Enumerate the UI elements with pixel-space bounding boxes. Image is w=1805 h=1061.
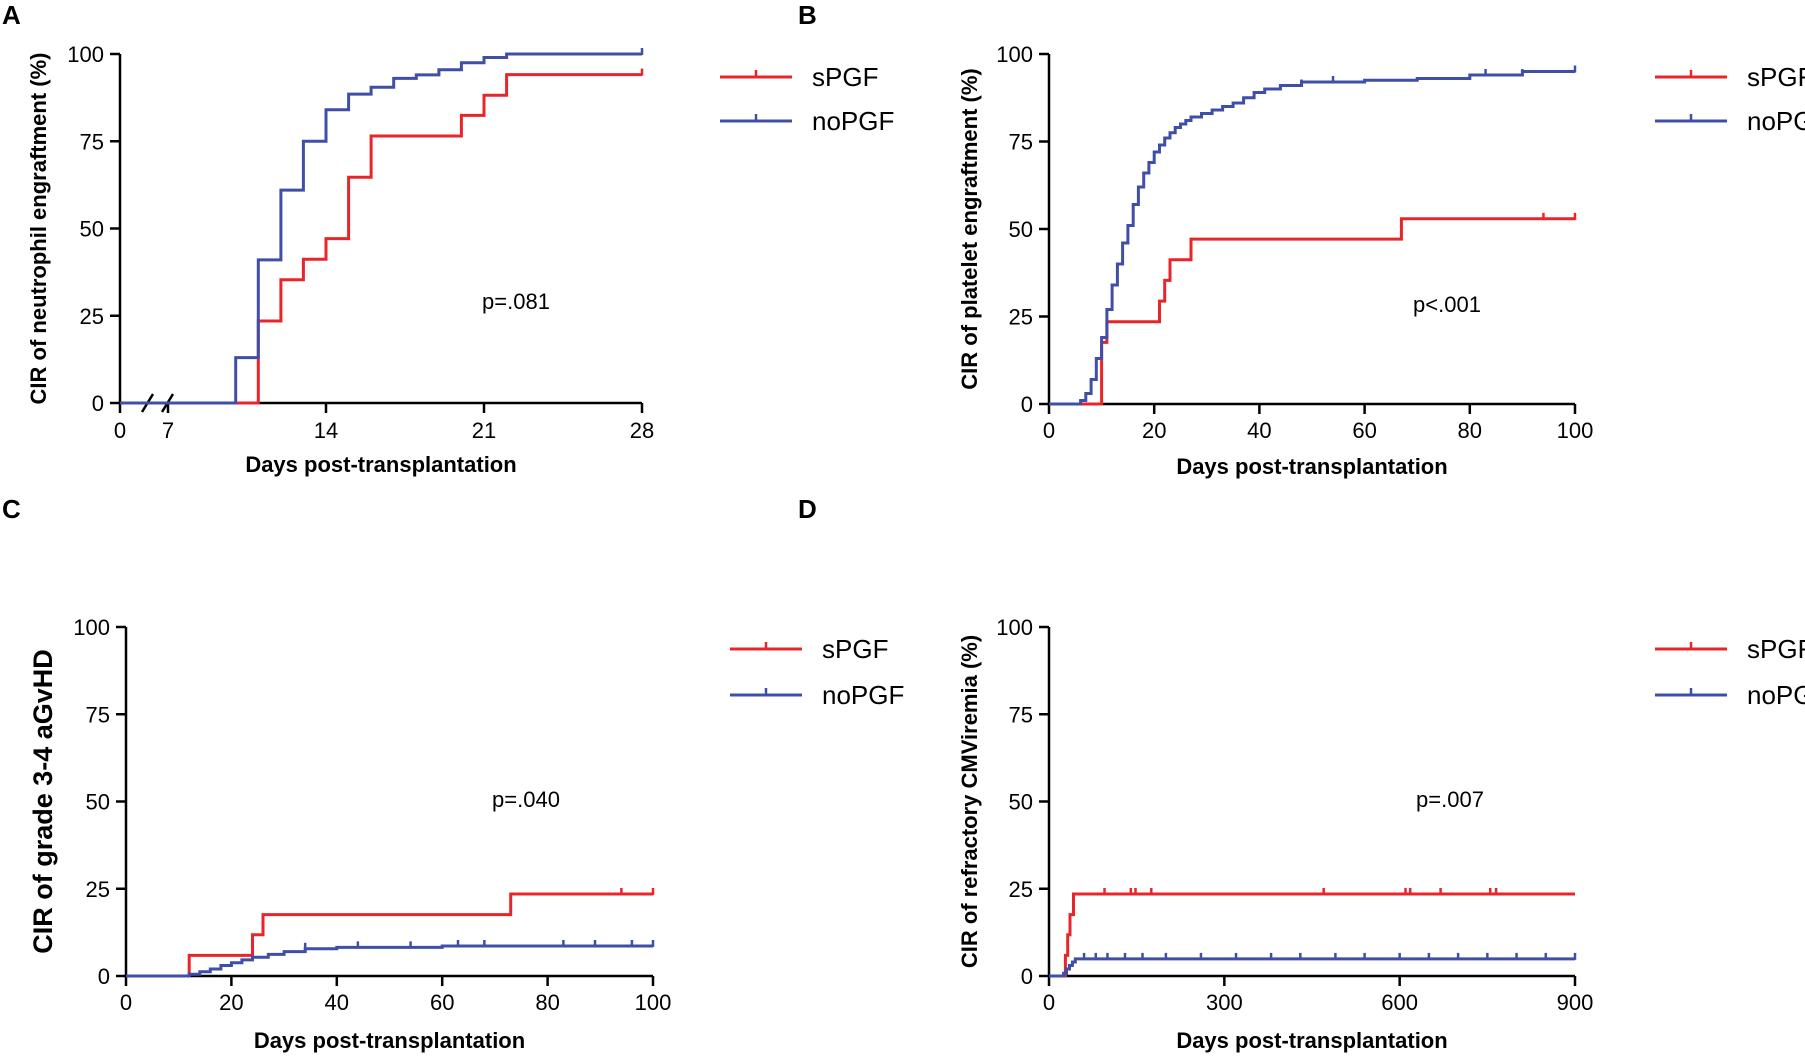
p-value-label: p=.007 <box>1416 787 1484 812</box>
series-line-spgf <box>1049 892 1575 978</box>
x-tick-label: 40 <box>1247 418 1271 443</box>
x-tick-label: 100 <box>635 990 672 1015</box>
legend-label-nopgf: noPGF <box>812 106 894 136</box>
y-tick-label: 25 <box>1009 305 1033 330</box>
series-line-spgf <box>126 892 653 978</box>
legend-label-spgf: sPGF <box>1747 634 1805 664</box>
y-tick-label: 25 <box>86 877 110 902</box>
series-line-spgf <box>1049 217 1575 406</box>
x-tick-label: 0 <box>114 418 126 443</box>
y-tick-label: 25 <box>80 304 104 329</box>
y-axis-title: CIR of grade 3-4 aGvHD <box>28 649 58 954</box>
series-line-nopgf <box>1049 957 1575 978</box>
series-line-spgf <box>120 73 642 405</box>
y-tick-label: 100 <box>73 615 110 640</box>
series-line-nopgf <box>126 944 653 978</box>
y-axis-title: CIR of neutrophil engraftment (%) <box>26 53 51 405</box>
x-axis-title: Days post-transplantation <box>254 1028 525 1053</box>
panel-label-b: B <box>798 0 817 30</box>
x-tick-label: 300 <box>1206 990 1243 1015</box>
x-tick-label: 900 <box>1557 990 1594 1015</box>
x-tick-label: 14 <box>314 418 338 443</box>
x-tick-label: 20 <box>219 990 243 1015</box>
p-value-label: p=.081 <box>482 289 550 314</box>
y-tick-label: 0 <box>1021 392 1033 417</box>
y-tick-label: 100 <box>996 42 1033 67</box>
x-tick-label: 0 <box>120 990 132 1015</box>
x-tick-label: 600 <box>1381 990 1418 1015</box>
panel-label-d: D <box>798 494 817 524</box>
y-tick-label: 50 <box>80 217 104 242</box>
x-tick-label: 28 <box>630 418 654 443</box>
p-value-label: p=.040 <box>492 787 560 812</box>
y-tick-label: 75 <box>86 702 110 727</box>
x-tick-label: 40 <box>325 990 349 1015</box>
x-tick-label: 80 <box>535 990 559 1015</box>
y-tick-label: 100 <box>67 42 104 67</box>
legend-label-spgf: sPGF <box>1747 62 1805 92</box>
x-tick-label: 100 <box>1557 418 1594 443</box>
legend-label-spgf: sPGF <box>822 634 888 664</box>
x-tick-label: 80 <box>1458 418 1482 443</box>
y-tick-label: 25 <box>1009 877 1033 902</box>
x-axis-title: Days post-transplantation <box>245 452 516 477</box>
x-tick-label: 60 <box>1352 418 1376 443</box>
legend-label-spgf: sPGF <box>812 62 878 92</box>
legend-label-nopgf: noPGF <box>1747 106 1805 136</box>
x-tick-label: 7 <box>162 418 174 443</box>
x-tick-label: 20 <box>1142 418 1166 443</box>
y-tick-label: 50 <box>86 790 110 815</box>
series-line-nopgf <box>120 52 642 405</box>
panel-b: 0 25 50 75 100 0 20 40 60 80 100 Days post-transpla… <box>957 42 1805 479</box>
y-tick-label: 100 <box>996 615 1033 640</box>
panel-a: 0 25 50 75 100 0 7 14 21 28 Days post-transplantat… <box>26 42 894 477</box>
panel-d: 0 25 50 75 100 0 300 600 900 Days post-transplant… <box>957 615 1805 1053</box>
y-tick-label: 0 <box>1021 964 1033 989</box>
p-value-label: p<.001 <box>1413 292 1481 317</box>
x-tick-label: 21 <box>472 418 496 443</box>
panel-label-c: C <box>2 494 21 524</box>
y-axis-title: CIR of refractory CMViremia (%) <box>957 635 982 968</box>
x-axis-title: Days post-transplantation <box>1176 1028 1447 1053</box>
y-tick-label: 75 <box>1009 702 1033 727</box>
legend-label-nopgf: noPGF <box>822 680 904 710</box>
y-tick-label: 75 <box>1009 130 1033 155</box>
y-tick-label: 75 <box>80 129 104 154</box>
panel-label-a: A <box>2 0 21 30</box>
y-tick-label: 0 <box>98 964 110 989</box>
y-axis-title: CIR of platelet engraftment (%) <box>957 68 982 389</box>
x-tick-label: 0 <box>1043 418 1055 443</box>
x-tick-label: 0 <box>1043 990 1055 1015</box>
y-tick-label: 50 <box>1009 217 1033 242</box>
series-line-nopgf <box>1049 70 1575 406</box>
x-tick-label: 60 <box>430 990 454 1015</box>
legend-label-nopgf: noPGF <box>1747 680 1805 710</box>
panel-c: 0 25 50 75 100 0 20 40 60 80 100 Days post-transpla… <box>28 615 904 1053</box>
y-tick-label: 50 <box>1009 790 1033 815</box>
x-axis-title: Days post-transplantation <box>1176 454 1447 479</box>
y-tick-label: 0 <box>92 391 104 416</box>
